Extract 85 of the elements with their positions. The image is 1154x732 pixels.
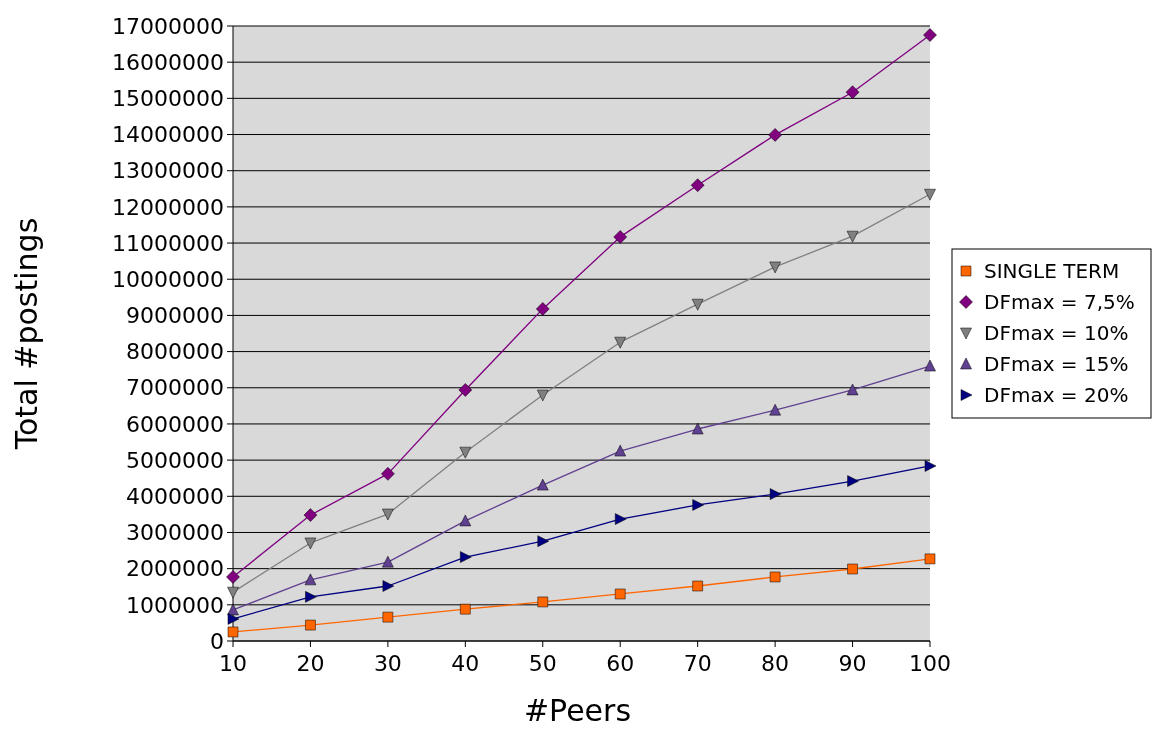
- y-tick-label: 14000000: [112, 122, 224, 148]
- x-axis-title: #Peers: [523, 693, 632, 728]
- y-tick-label: 8000000: [126, 339, 224, 365]
- y-tick-label: 11000000: [112, 230, 224, 256]
- x-tick-label: 40: [451, 651, 480, 676]
- point: [691, 422, 704, 435]
- point: [768, 128, 782, 142]
- y-tick-label: 3000000: [126, 520, 224, 546]
- point: [613, 230, 627, 244]
- legend-label: SINGLE TERM: [984, 259, 1120, 283]
- point: [227, 613, 240, 625]
- point: [845, 85, 860, 99]
- y-tick-label: 7000000: [126, 375, 224, 401]
- y-tick-label: 4000000: [126, 483, 224, 509]
- point: [923, 28, 937, 42]
- point: [459, 514, 472, 527]
- point: [382, 611, 394, 623]
- y-tick-label: 10000000: [112, 266, 224, 292]
- point: [924, 460, 937, 472]
- point: [304, 573, 317, 586]
- point: [847, 475, 859, 487]
- y-tick-label: 5000000: [126, 447, 224, 473]
- y-axis-title: Total #postings: [9, 217, 44, 451]
- point: [614, 588, 626, 600]
- point: [846, 383, 859, 396]
- y-tick-label: 0: [210, 628, 224, 654]
- x-tick-label: 60: [606, 651, 635, 676]
- x-tick-label: 70: [683, 651, 712, 676]
- point: [227, 586, 239, 599]
- y-tick-label: 12000000: [112, 194, 224, 220]
- point: [537, 535, 550, 547]
- x-tick-label: 100: [909, 651, 951, 676]
- point: [381, 467, 395, 481]
- point: [924, 188, 936, 201]
- point: [692, 499, 704, 511]
- point: [846, 230, 859, 243]
- legend-label: DFmax = 10%: [984, 321, 1129, 345]
- point: [691, 298, 704, 311]
- point: [537, 478, 549, 491]
- y-tick-label: 15000000: [112, 86, 224, 112]
- y-tick-label: 2000000: [126, 556, 224, 582]
- point: [614, 513, 627, 525]
- point: [303, 508, 318, 522]
- point: [537, 389, 549, 402]
- point: [458, 383, 473, 397]
- point: [769, 571, 781, 583]
- point: [305, 619, 316, 631]
- y-tick-label: 1000000: [126, 592, 224, 618]
- y-tick-label: 17000000: [112, 13, 224, 39]
- x-tick-label: 50: [528, 651, 557, 676]
- point: [382, 508, 394, 521]
- y-tick-label: 16000000: [112, 49, 224, 75]
- point: [460, 603, 471, 615]
- y-tick-label: 9000000: [126, 303, 224, 329]
- point: [227, 603, 239, 616]
- point: [305, 591, 317, 603]
- x-tick-label: 80: [761, 651, 790, 676]
- point: [304, 537, 317, 550]
- point: [847, 563, 858, 575]
- legend-label: DFmax = 15%: [984, 352, 1129, 376]
- point: [459, 446, 472, 459]
- point: [227, 626, 239, 638]
- point: [924, 553, 936, 565]
- point: [614, 444, 626, 457]
- point: [614, 336, 626, 349]
- point: [536, 302, 550, 316]
- point: [690, 178, 705, 192]
- point: [769, 488, 782, 500]
- x-tick-label: 30: [373, 651, 402, 676]
- y-tick-label: 13000000: [112, 158, 224, 184]
- point: [382, 580, 395, 592]
- point: [460, 551, 472, 563]
- legend-label: DFmax = 7,5%: [984, 290, 1135, 314]
- x-tick-label: 90: [838, 651, 867, 676]
- y-tick-label: 6000000: [126, 411, 224, 437]
- point: [769, 403, 781, 416]
- point: [924, 359, 936, 372]
- x-tick-label: 10: [219, 651, 247, 676]
- point: [537, 596, 549, 608]
- point: [226, 570, 240, 584]
- x-tick-label: 20: [296, 651, 325, 676]
- point: [382, 555, 394, 568]
- legend-label: DFmax = 20%: [984, 383, 1129, 407]
- point: [692, 580, 703, 592]
- point: [769, 261, 781, 274]
